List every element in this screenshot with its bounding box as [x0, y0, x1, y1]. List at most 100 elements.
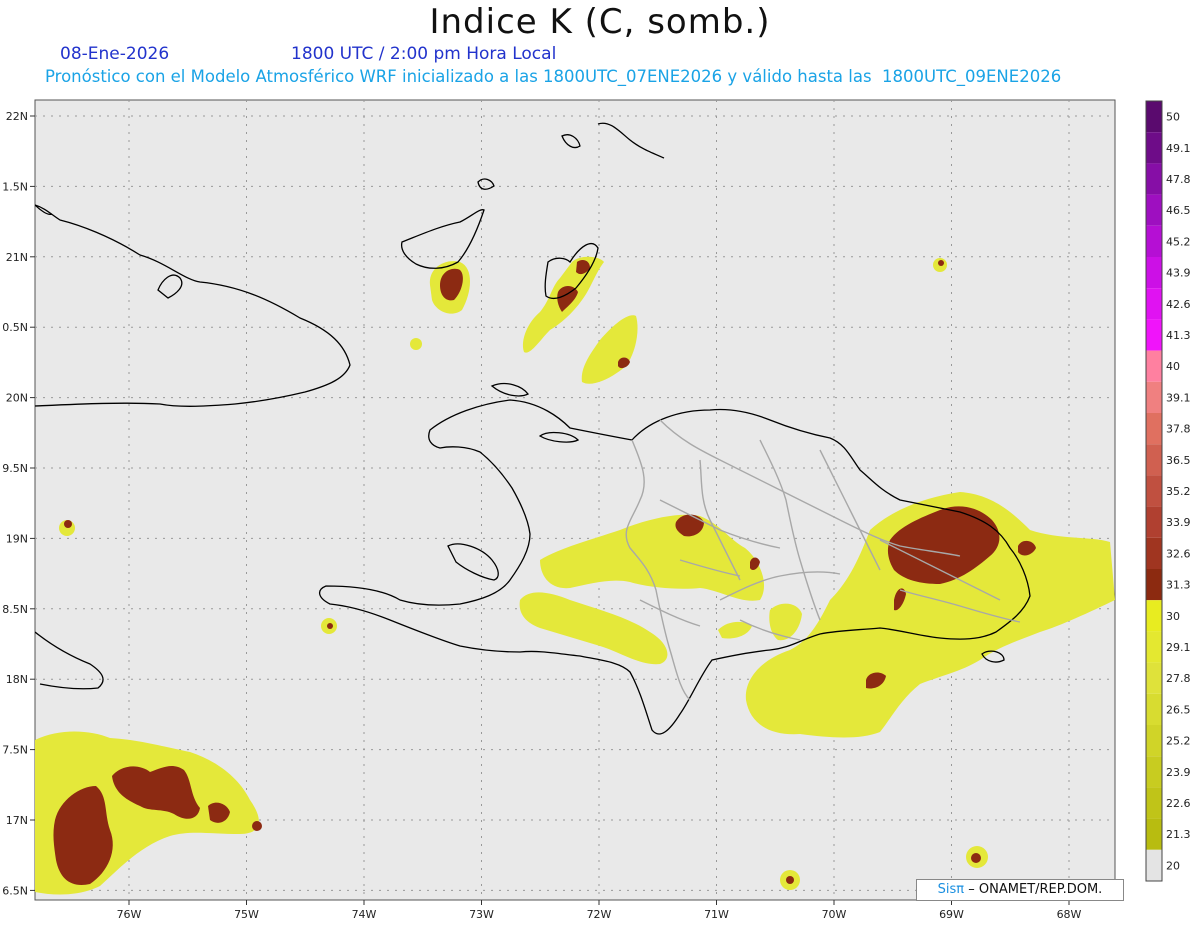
- coast-saona: [981, 650, 1005, 663]
- colorbar-swatch: [1146, 600, 1162, 632]
- coast-bahamas-1: [400, 209, 485, 269]
- coast-bahamas-2: [477, 178, 495, 190]
- lat-label: 0.5N: [2, 321, 28, 334]
- colorbar-swatch: [1146, 849, 1162, 881]
- colorbar-swatch: [1146, 101, 1162, 133]
- colorbar-label: 20: [1166, 859, 1180, 872]
- colorbar-label: 25.2: [1166, 735, 1191, 748]
- border-provinces-9: [899, 589, 1021, 623]
- cell-small-5: [769, 603, 802, 641]
- colorbar-label: 26.5: [1166, 703, 1191, 716]
- colorbar-label: 23.9: [1166, 766, 1191, 779]
- map-title: Indice K (C, somb.): [429, 2, 771, 42]
- lon-label: 71W: [704, 908, 729, 921]
- lon-label: 69W: [939, 908, 964, 921]
- admin-borders: [625, 419, 1021, 701]
- credit-text: – ONAMET/REP.DOM.: [968, 882, 1103, 897]
- cell-small-3-core: [64, 520, 72, 528]
- lat-label: 20N: [6, 392, 28, 405]
- colorbar-label: 37.8: [1166, 423, 1191, 436]
- colorbar-swatch: [1146, 288, 1162, 320]
- cell-east-core3: [894, 588, 906, 611]
- lon-label: 72W: [587, 908, 612, 921]
- colorbar-label: 32.6: [1166, 547, 1191, 560]
- lat-label: 8.5N: [2, 603, 28, 616]
- cell-southwest-core1: [53, 786, 113, 885]
- colorbar-swatch: [1146, 537, 1162, 569]
- forecast-date: 08-Ene-2026: [60, 44, 170, 64]
- cell-east-core2: [1018, 540, 1036, 556]
- credit-sis: Sisπ: [937, 882, 965, 897]
- colorbar-label: 29.1: [1166, 641, 1191, 654]
- coast-bahamas-3: [561, 134, 581, 149]
- forecast-time: 1800 UTC / 2:00 pm Hora Local: [291, 44, 557, 64]
- colorbar-frame: [1145, 100, 1163, 882]
- cell-central-core: [675, 514, 704, 537]
- cell-southwest-core2: [112, 766, 200, 819]
- cell-small-1: [410, 338, 422, 350]
- colorbar-swatch: [1146, 381, 1162, 413]
- lat-label: 17N: [6, 814, 28, 827]
- border-provinces-3: [759, 439, 821, 621]
- border-provinces-2: [699, 459, 741, 581]
- colorbar-swatch: [1146, 569, 1162, 601]
- lat-label: 7.5N: [2, 744, 28, 757]
- cell-small-7-core: [971, 853, 981, 863]
- colorbar-label: 36.5: [1166, 454, 1191, 467]
- cell-small-4: [718, 621, 752, 639]
- colorbar-swatch: [1146, 194, 1162, 226]
- colorbar: 50 49.1 47.8 46.5 45.2 43.9 42.6 41.3 40 39.1 37.8…: [1145, 100, 1191, 882]
- colorbar-label: 43.9: [1166, 267, 1191, 280]
- lon-label: 74W: [352, 908, 377, 921]
- colorbar-swatch: [1146, 787, 1162, 819]
- colorbar-label: 31.3: [1166, 579, 1191, 592]
- colorbar-swatch: [1146, 506, 1162, 538]
- cell-central-core2: [750, 557, 760, 570]
- colorbar-label: 50: [1166, 111, 1180, 124]
- coast-bahamas-4: [597, 122, 665, 159]
- lon-label: 70W: [822, 908, 847, 921]
- lat-label: 9.5N: [2, 462, 28, 475]
- coast-bahamas-6: [490, 382, 529, 397]
- border-provinces-8: [839, 519, 961, 557]
- colorbar-label: 27.8: [1166, 672, 1191, 685]
- colorbar-label: 47.8: [1166, 173, 1191, 186]
- colorbar-label: 39.1: [1166, 391, 1191, 404]
- lon-label: 75W: [234, 908, 259, 921]
- coast-cuba: [35, 204, 351, 407]
- colorbar-swatch: [1146, 350, 1162, 382]
- cell-turks-core2: [576, 260, 590, 275]
- colorbar-label: 46.5: [1166, 204, 1191, 217]
- border-haiti-dr: [625, 439, 691, 701]
- lat-label: 21N: [6, 251, 28, 264]
- lat-label: 19N: [6, 532, 28, 545]
- lat-label: 18N: [6, 673, 28, 686]
- colorbar-swatch: [1146, 631, 1162, 663]
- colorbar-swatch: [1146, 662, 1162, 694]
- cell-small-6-core: [327, 623, 333, 629]
- lat-label: 22N: [6, 110, 28, 123]
- cell-east-core: [618, 357, 630, 369]
- colorbar-swatch: [1146, 818, 1162, 850]
- lat-label: 1.5N: [2, 180, 28, 193]
- border-provinces-4: [819, 449, 881, 571]
- colorbar-swatch: [1146, 413, 1162, 445]
- coast-gonave: [447, 543, 499, 581]
- colorbar-label: 49.1: [1166, 142, 1191, 155]
- colorbar-swatch: [1146, 756, 1162, 788]
- cell-inagua-core: [440, 268, 463, 301]
- coast-small-1: [35, 204, 53, 216]
- colorbar-swatch: [1146, 725, 1162, 757]
- border-provinces-6: [719, 571, 841, 601]
- colorbar-label: 22.6: [1166, 797, 1191, 810]
- colorbar-swatch: [1146, 225, 1162, 257]
- cell-southwest-core3: [208, 802, 230, 823]
- cell-east-core: [887, 506, 1000, 584]
- colorbar-swatch: [1146, 132, 1162, 164]
- lon-label: 73W: [469, 908, 494, 921]
- colorbar-swatch: [1146, 163, 1162, 195]
- cell-small-2-core: [938, 260, 944, 266]
- colorbar-label: 45.2: [1166, 235, 1191, 248]
- credit-box: Sisπ – ONAMET/REP.DOM.: [916, 879, 1124, 901]
